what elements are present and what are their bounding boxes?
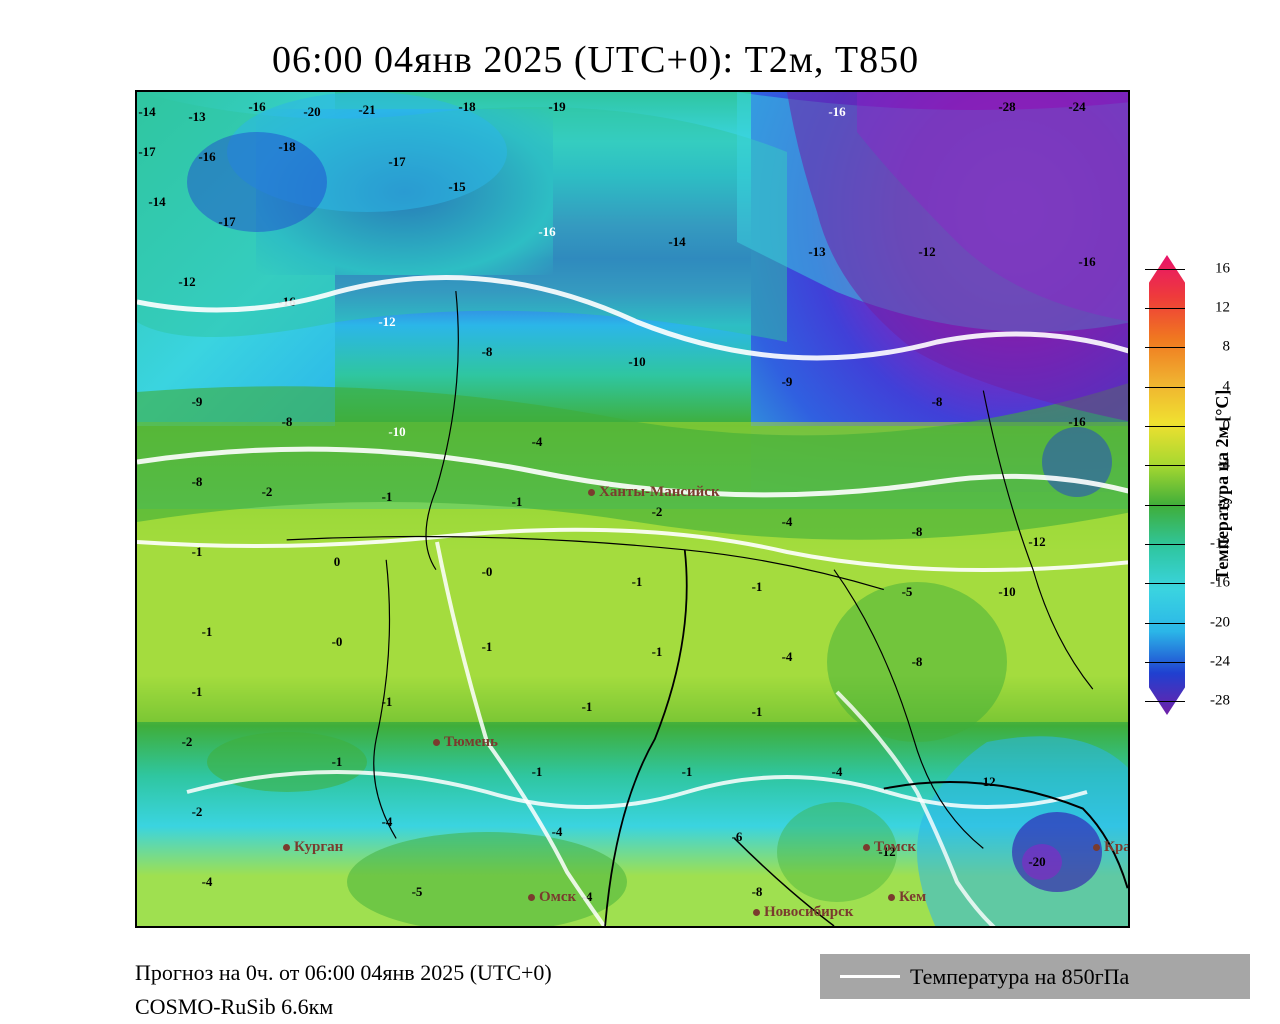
colorbar-tick-label-12: 12 xyxy=(1215,300,1230,317)
colorbar-tick-label--28: -28 xyxy=(1210,693,1230,710)
city-label-красноярск: Красноярск xyxy=(1093,839,1130,856)
colorbar-tick-label--16: -16 xyxy=(1210,575,1230,592)
colorbar-tick-line--20 xyxy=(1145,623,1185,624)
city-name-text: Ханты-Мансийск xyxy=(599,484,720,501)
city-name-text: Томск xyxy=(874,839,916,856)
colorbar-tick-line--8 xyxy=(1145,505,1185,506)
page-title: 06:00 04янв 2025 (UTC+0): T2м, T850 xyxy=(272,38,919,82)
colorbar-title: Температура на 2м [°C] xyxy=(1212,255,1242,715)
colorbar-tick-line-12 xyxy=(1145,308,1185,309)
colorbar-tick-label--4: -4 xyxy=(1218,457,1231,474)
weather-map: -14 -13 -16 -20 -21 -18 -19 -16 -28 -24 … xyxy=(135,90,1130,928)
model-line: COSMO-RuSib 6.6км xyxy=(135,990,552,1024)
city-label-курган: Курган xyxy=(283,839,343,856)
city-name-text: Омск xyxy=(539,889,576,906)
t850-legend-line xyxy=(840,975,900,978)
forecast-line: Прогноз на 0ч. от 06:00 04янв 2025 (UTC+… xyxy=(135,956,552,990)
city-label-кем: Кем xyxy=(888,889,926,906)
city-dot xyxy=(888,894,895,901)
city-dot xyxy=(433,739,440,746)
city-dot xyxy=(1093,844,1100,851)
city-name-text: Курган xyxy=(294,839,343,856)
city-dot xyxy=(753,909,760,916)
colorbar-tick-label-0: 0 xyxy=(1223,418,1231,435)
colorbar-tick-line--16 xyxy=(1145,583,1185,584)
colorbar-legend xyxy=(1149,255,1185,715)
colorbar-tick-line--28 xyxy=(1145,701,1185,702)
t850-legend-box: Температура на 850гПа xyxy=(820,954,1250,999)
colorbar-tick-label--8: -8 xyxy=(1218,496,1231,513)
colorbar-tick-label-8: 8 xyxy=(1223,339,1231,356)
colorbar-tick-label--12: -12 xyxy=(1210,535,1230,552)
city-label-хантымансийск: Ханты-Мансийск xyxy=(588,484,720,501)
city-label-томск: Томск xyxy=(863,839,916,856)
city-dot xyxy=(283,844,290,851)
colorbar-tick-line-8 xyxy=(1145,347,1185,348)
colorbar-tick-line-0 xyxy=(1145,426,1185,427)
colorbar-tick-label--20: -20 xyxy=(1210,614,1230,631)
city-dot xyxy=(528,894,535,901)
city-label-новосибирск: Новосибирск xyxy=(753,904,853,921)
colorbar-gradient xyxy=(1149,255,1185,715)
colorbar-tick-line-16 xyxy=(1145,269,1185,270)
t850-legend-label: Температура на 850гПа xyxy=(910,964,1129,990)
colorbar-tick-line--12 xyxy=(1145,544,1185,545)
city-label-омск: Омск xyxy=(528,889,576,906)
administrative-borders xyxy=(137,92,1128,926)
city-dot xyxy=(863,844,870,851)
colorbar-tick-line-4 xyxy=(1145,387,1185,388)
colorbar-tick-label--24: -24 xyxy=(1210,653,1230,670)
city-name-text: Кем xyxy=(899,889,926,906)
city-dot xyxy=(588,489,595,496)
colorbar-tick-label-4: 4 xyxy=(1223,378,1231,395)
city-name-text: Красноярск xyxy=(1104,839,1130,856)
colorbar-tick-line--24 xyxy=(1145,662,1185,663)
footer-text: Прогноз на 0ч. от 06:00 04янв 2025 (UTC+… xyxy=(135,956,552,1024)
city-name-text: Новосибирск xyxy=(764,904,853,921)
colorbar-tick-line--4 xyxy=(1145,465,1185,466)
colorbar-tick-label-16: 16 xyxy=(1215,260,1230,277)
city-name-text: Тюмень xyxy=(444,734,498,751)
city-label-тюмень: Тюмень xyxy=(433,734,498,751)
